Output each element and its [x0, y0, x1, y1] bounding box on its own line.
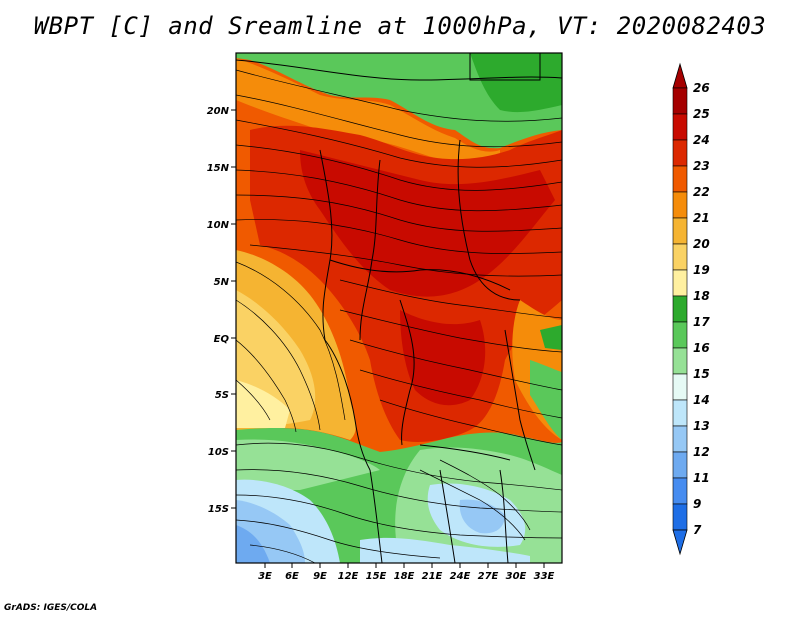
map-frame	[235, 52, 563, 564]
colorbar-swatch	[672, 243, 688, 271]
colorbar-label: 11	[693, 471, 710, 485]
colorbar-swatch	[672, 399, 688, 427]
lon-label: 21E	[422, 571, 443, 582]
wbpt-field	[236, 53, 562, 563]
colorbar-swatch	[672, 87, 688, 115]
country-boundaries	[236, 53, 562, 563]
map-title: WBPT [C] and Sreamline at 1000hPa, VT: 2…	[33, 12, 767, 40]
latitude-axis: 20N 15N 10N 5N EQ 5S 10S 15S	[207, 106, 236, 515]
colorbar-swatch	[672, 165, 688, 193]
lon-label: 3E	[258, 571, 272, 582]
colorbar-label: 26	[693, 81, 710, 95]
colorbar-top-arrow	[672, 62, 688, 89]
lon-label: 12E	[338, 571, 359, 582]
lat-label: 15S	[208, 504, 229, 515]
longitude-axis: 3E 6E 9E 12E 15E 18E 21E 24E 27E 30E 33E	[258, 563, 555, 582]
lon-label: 15E	[366, 571, 387, 582]
lat-label: 5N	[214, 277, 230, 288]
colorbar-swatch	[672, 191, 688, 219]
lon-label: 9E	[313, 571, 327, 582]
colorbar-swatch	[672, 477, 688, 505]
colorbar-swatch	[672, 425, 688, 453]
colorbar-swatch	[672, 295, 688, 323]
colorbar-swatch	[672, 373, 688, 401]
colorbar-swatch	[672, 347, 688, 375]
lat-label: 10S	[208, 447, 229, 458]
colorbar-label: 14	[693, 393, 710, 407]
colorbar-label: 20	[693, 237, 710, 251]
colorbar-label: 21	[693, 211, 710, 225]
colorbar-swatch	[672, 503, 688, 531]
colorbar-swatch	[672, 451, 688, 479]
colorbar-label: 7	[693, 523, 702, 537]
colorbar-label: 24	[693, 133, 710, 147]
colorbar-label: 12	[693, 445, 710, 459]
colorbar-swatch	[672, 321, 688, 349]
colorbar-swatch	[672, 139, 688, 167]
lat-label: 10N	[207, 220, 230, 231]
colorbar: 26 25 24 23 22 21 20 19 18 17 16 15 14 13 12 11 9 7	[672, 62, 710, 556]
lat-label: 5S	[215, 390, 229, 401]
colorbar-swatch	[672, 113, 688, 141]
lat-label: 20N	[207, 106, 230, 117]
colorbar-label: 15	[693, 367, 710, 381]
footer-credit: GrADS: IGES/COLA	[4, 603, 98, 613]
colorbar-swatch	[672, 269, 688, 297]
lon-label: 33E	[534, 571, 555, 582]
colorbar-label: 23	[693, 159, 710, 173]
lon-label: 6E	[285, 571, 299, 582]
lon-label: 18E	[394, 571, 415, 582]
colorbar-label: 19	[693, 263, 710, 277]
colorbar-label: 17	[693, 315, 710, 329]
colorbar-swatch	[672, 217, 688, 245]
colorbar-label: 9	[693, 497, 701, 511]
colorbar-label: 25	[693, 107, 710, 121]
lon-label: 27E	[478, 571, 499, 582]
lat-label: EQ	[214, 334, 230, 345]
colorbar-label: 13	[693, 419, 710, 433]
colorbar-bottom-arrow	[672, 529, 688, 556]
colorbar-label: 16	[693, 341, 710, 355]
colorbar-label: 18	[693, 289, 710, 303]
lat-label: 15N	[207, 163, 230, 174]
streamlines	[236, 69, 562, 563]
lon-label: 24E	[450, 571, 471, 582]
colorbar-label: 22	[693, 185, 710, 199]
lon-label: 30E	[506, 571, 527, 582]
